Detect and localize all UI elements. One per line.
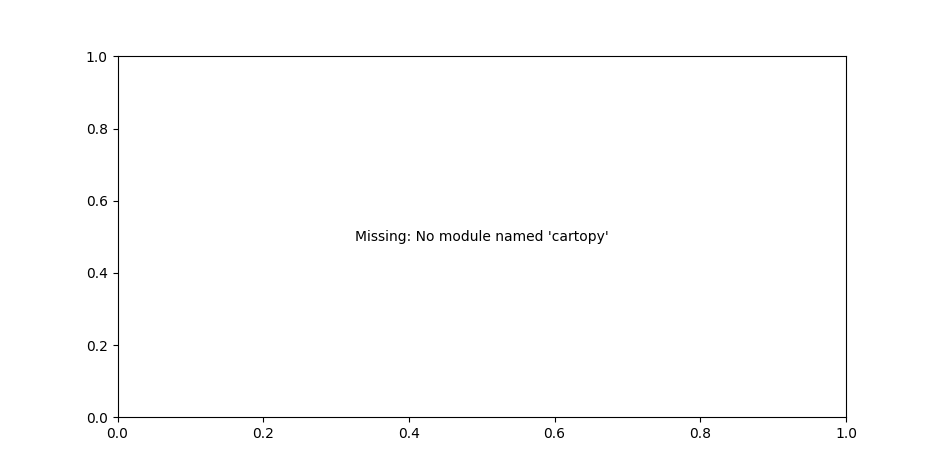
- Text: Missing: No module named 'cartopy': Missing: No module named 'cartopy': [355, 230, 608, 244]
